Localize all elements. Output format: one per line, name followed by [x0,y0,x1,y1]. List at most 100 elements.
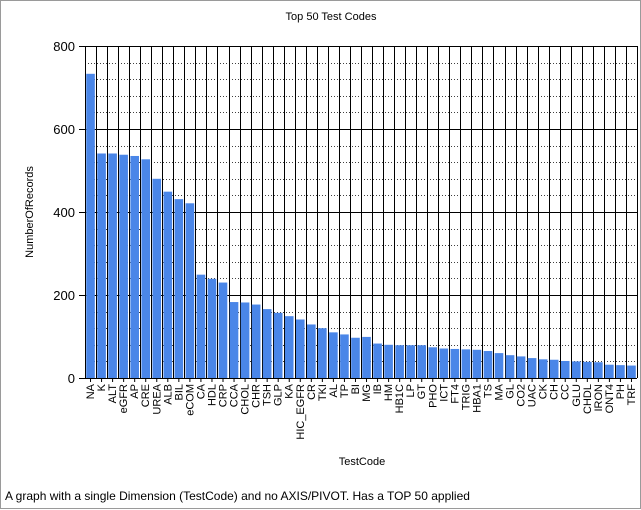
x-tick-label: MG [361,384,373,402]
x-tick-label: CK [538,383,550,399]
x-tick-label: KA [284,383,296,398]
bar-ft4 [450,348,460,378]
bar-egfr [119,154,128,378]
y-axis-title: NumberOfRecords [24,166,36,258]
x-tick-label: IRON [593,384,605,412]
x-tick-label: PHO [427,384,439,408]
bar-ck [538,359,548,378]
x-tick-label: TKI [317,384,329,401]
bar-cca [229,302,239,378]
bar-ict [439,348,449,378]
x-tick-label: TRF [626,384,638,406]
x-tick-label: HB1C [394,384,406,413]
x-tick-label: eCOM [184,384,196,416]
x-tick-label: AL [328,384,340,397]
x-tick-label: CO2 [516,384,528,407]
bar-hba1 [472,349,482,378]
x-tick-label: TSH [262,384,274,406]
bar-pho [428,347,438,378]
x-tick-label: CH [549,384,561,400]
x-tick-label: ONT4 [604,384,616,413]
bar-na [86,73,95,379]
bar-hm [384,344,393,378]
bar-glp [273,312,283,378]
bar-ts [483,351,493,378]
x-tick-label: CHR [251,384,263,408]
x-tick-label: FT4 [449,384,461,404]
bar-hdl [207,278,217,378]
bar-co2 [516,356,526,378]
x-tick-labels: NA K ALT eGFR AP CRE UREA ALB BIL eCOM CA HDL CRP CCA… [85,383,638,439]
x-tick-label: ICT [438,384,450,402]
bar-ib [373,343,382,378]
x-tick-label: UAC [527,384,539,407]
x-tick-label: PH [615,384,627,399]
bar-ma [494,353,504,378]
x-tick-label: CCA [229,383,241,407]
x-tick-label: LP [405,384,417,397]
bar-alb [163,191,173,378]
x-tick-label: ALT [107,384,119,404]
x-tick-label: GLU [571,384,583,407]
x-tick-label: AP [129,384,141,399]
x-tick-label: HIC_EGFR [295,384,307,440]
x-tick-label: CRP [218,384,230,407]
x-tick-label: CA [195,383,207,399]
bar-mg [362,336,371,378]
bar-crp [218,282,228,378]
x-tick-label: TP [339,384,351,398]
axes [79,46,637,382]
x-tick-label: TS [482,384,494,398]
bar-gl [505,355,515,378]
bar-ont4 [605,364,614,378]
x-tick-label: CR [306,384,318,400]
bar-chr [251,304,261,378]
bar-ap [130,155,139,378]
x-tick-label: NA [85,383,97,399]
x-tick-label: CC [560,384,572,400]
bars [86,73,636,379]
chart-caption: A graph with a single Dimension (TestCod… [5,489,470,503]
x-tick-label: TRIG [460,384,472,410]
y-tick-labels: 0 200 400 600 800 [53,39,75,386]
bar-ka [284,316,294,378]
x-tick-label: GT [416,384,428,400]
bar-chol [240,302,250,378]
x-tick-label: CRE [140,384,152,407]
x-tick-label: ALB [162,384,174,405]
x-tick-label: GL [505,384,517,399]
bar-ecom [185,203,195,378]
bar-glu [571,361,581,378]
x-tick-label: MA [494,383,506,400]
bar-lp [406,345,415,378]
bar-ca [196,274,206,378]
bar-tki [318,328,327,378]
x-axis-title: TestCode [339,456,385,468]
bar-cc [560,360,570,378]
bar-bi [351,337,360,378]
bar-uac [527,358,537,378]
x-tick-label: K [96,383,108,391]
bar-chdl [583,361,592,378]
bar-trig [461,349,471,378]
bar-tsh [262,309,272,378]
x-tick-label: CHDL [582,384,594,414]
bar-al [329,332,338,378]
x-tick-label: IB [372,384,384,394]
chart-title: Top 50 Test Codes [286,11,377,23]
x-tick-label: HBA1 [471,384,483,413]
bar-gt [417,345,427,378]
bar-tp [340,334,349,378]
x-tick-label: BIL [173,384,185,401]
x-tick-label: HDL [206,384,218,406]
x-tick-label: eGFR [118,384,130,413]
bar-hic-egfr [295,319,305,378]
y-tick-label: 0 [68,371,75,386]
bar-bil [174,199,184,378]
y-tick-label: 800 [53,39,75,54]
bar-cre [141,159,151,378]
y-tick-label: 600 [53,122,75,137]
x-tick-label: BI [350,384,362,394]
y-tick-label: 200 [53,288,75,303]
